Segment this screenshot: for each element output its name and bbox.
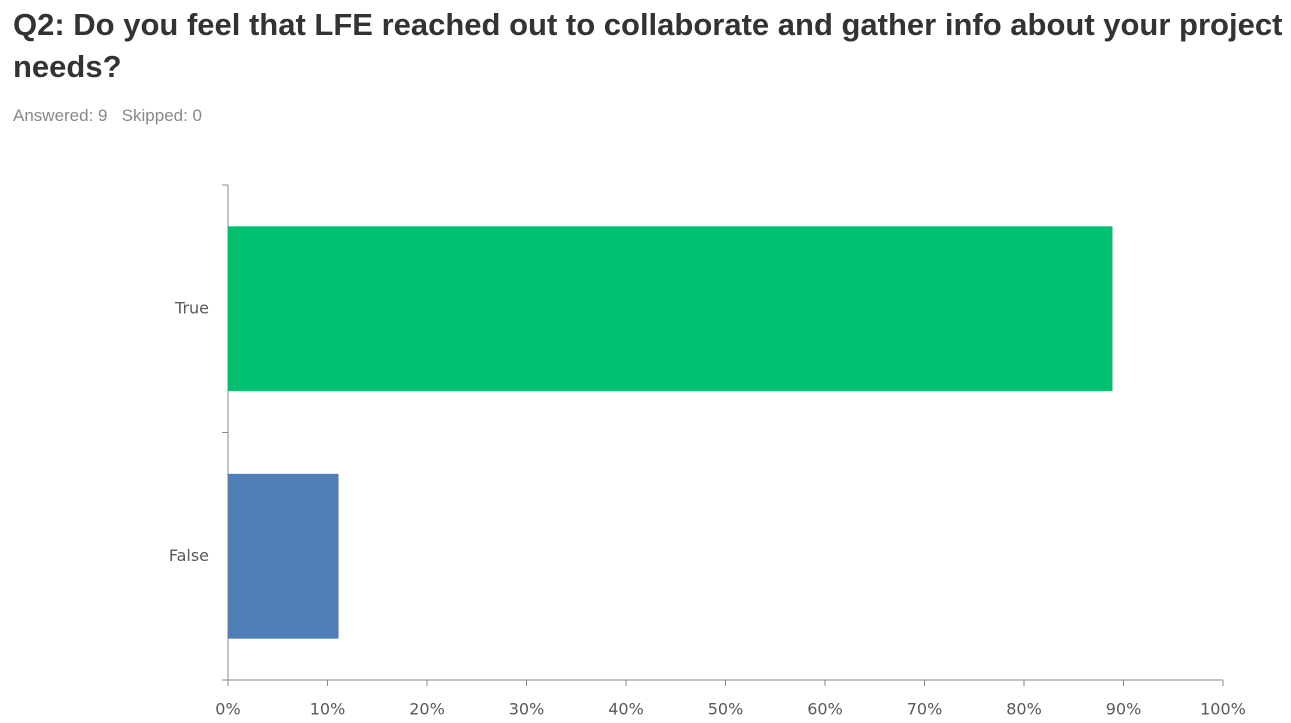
x-tick-label: 90%: [1106, 700, 1142, 719]
x-tick-label: 10%: [310, 700, 346, 719]
x-tick-label: 80%: [1006, 700, 1042, 719]
x-tick-label: 0%: [215, 700, 240, 719]
bar: [228, 473, 339, 639]
x-tick-label: 20%: [409, 700, 445, 719]
bar: [228, 226, 1113, 392]
x-tick-label: 40%: [608, 700, 644, 719]
x-tick-label: 30%: [509, 700, 545, 719]
x-tick-label: 70%: [907, 700, 943, 719]
x-tick-label: 50%: [708, 700, 744, 719]
y-tick-label: False: [169, 546, 209, 565]
chart-title: Q2: Do you feel that LFE reached out to …: [13, 7, 1283, 84]
x-tick-label: 100%: [1200, 700, 1246, 719]
y-tick-label: True: [174, 298, 209, 317]
chart-subtitle: Answered: 9 Skipped: 0: [13, 106, 203, 125]
x-tick-label: 60%: [807, 700, 843, 719]
